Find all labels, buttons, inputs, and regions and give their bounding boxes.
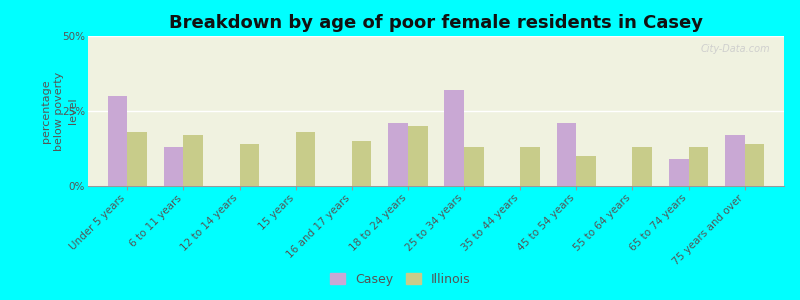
Legend: Casey, Illinois: Casey, Illinois xyxy=(325,268,475,291)
Bar xyxy=(745,144,764,186)
Bar xyxy=(725,135,745,186)
Bar xyxy=(127,132,147,186)
Bar xyxy=(408,126,427,186)
Bar xyxy=(689,147,708,186)
Bar xyxy=(576,156,596,186)
Y-axis label: percentage
below poverty
level: percentage below poverty level xyxy=(41,71,78,151)
Bar xyxy=(352,141,371,186)
Bar xyxy=(520,147,540,186)
Bar xyxy=(164,147,183,186)
Bar xyxy=(669,159,689,186)
Bar xyxy=(296,132,315,186)
Bar xyxy=(108,96,127,186)
Bar xyxy=(239,144,259,186)
Bar xyxy=(633,147,652,186)
Title: Breakdown by age of poor female residents in Casey: Breakdown by age of poor female resident… xyxy=(169,14,703,32)
Bar xyxy=(183,135,203,186)
Bar xyxy=(388,123,408,186)
Bar xyxy=(464,147,484,186)
Bar xyxy=(445,90,464,186)
Text: City-Data.com: City-Data.com xyxy=(701,44,770,53)
Bar xyxy=(557,123,576,186)
